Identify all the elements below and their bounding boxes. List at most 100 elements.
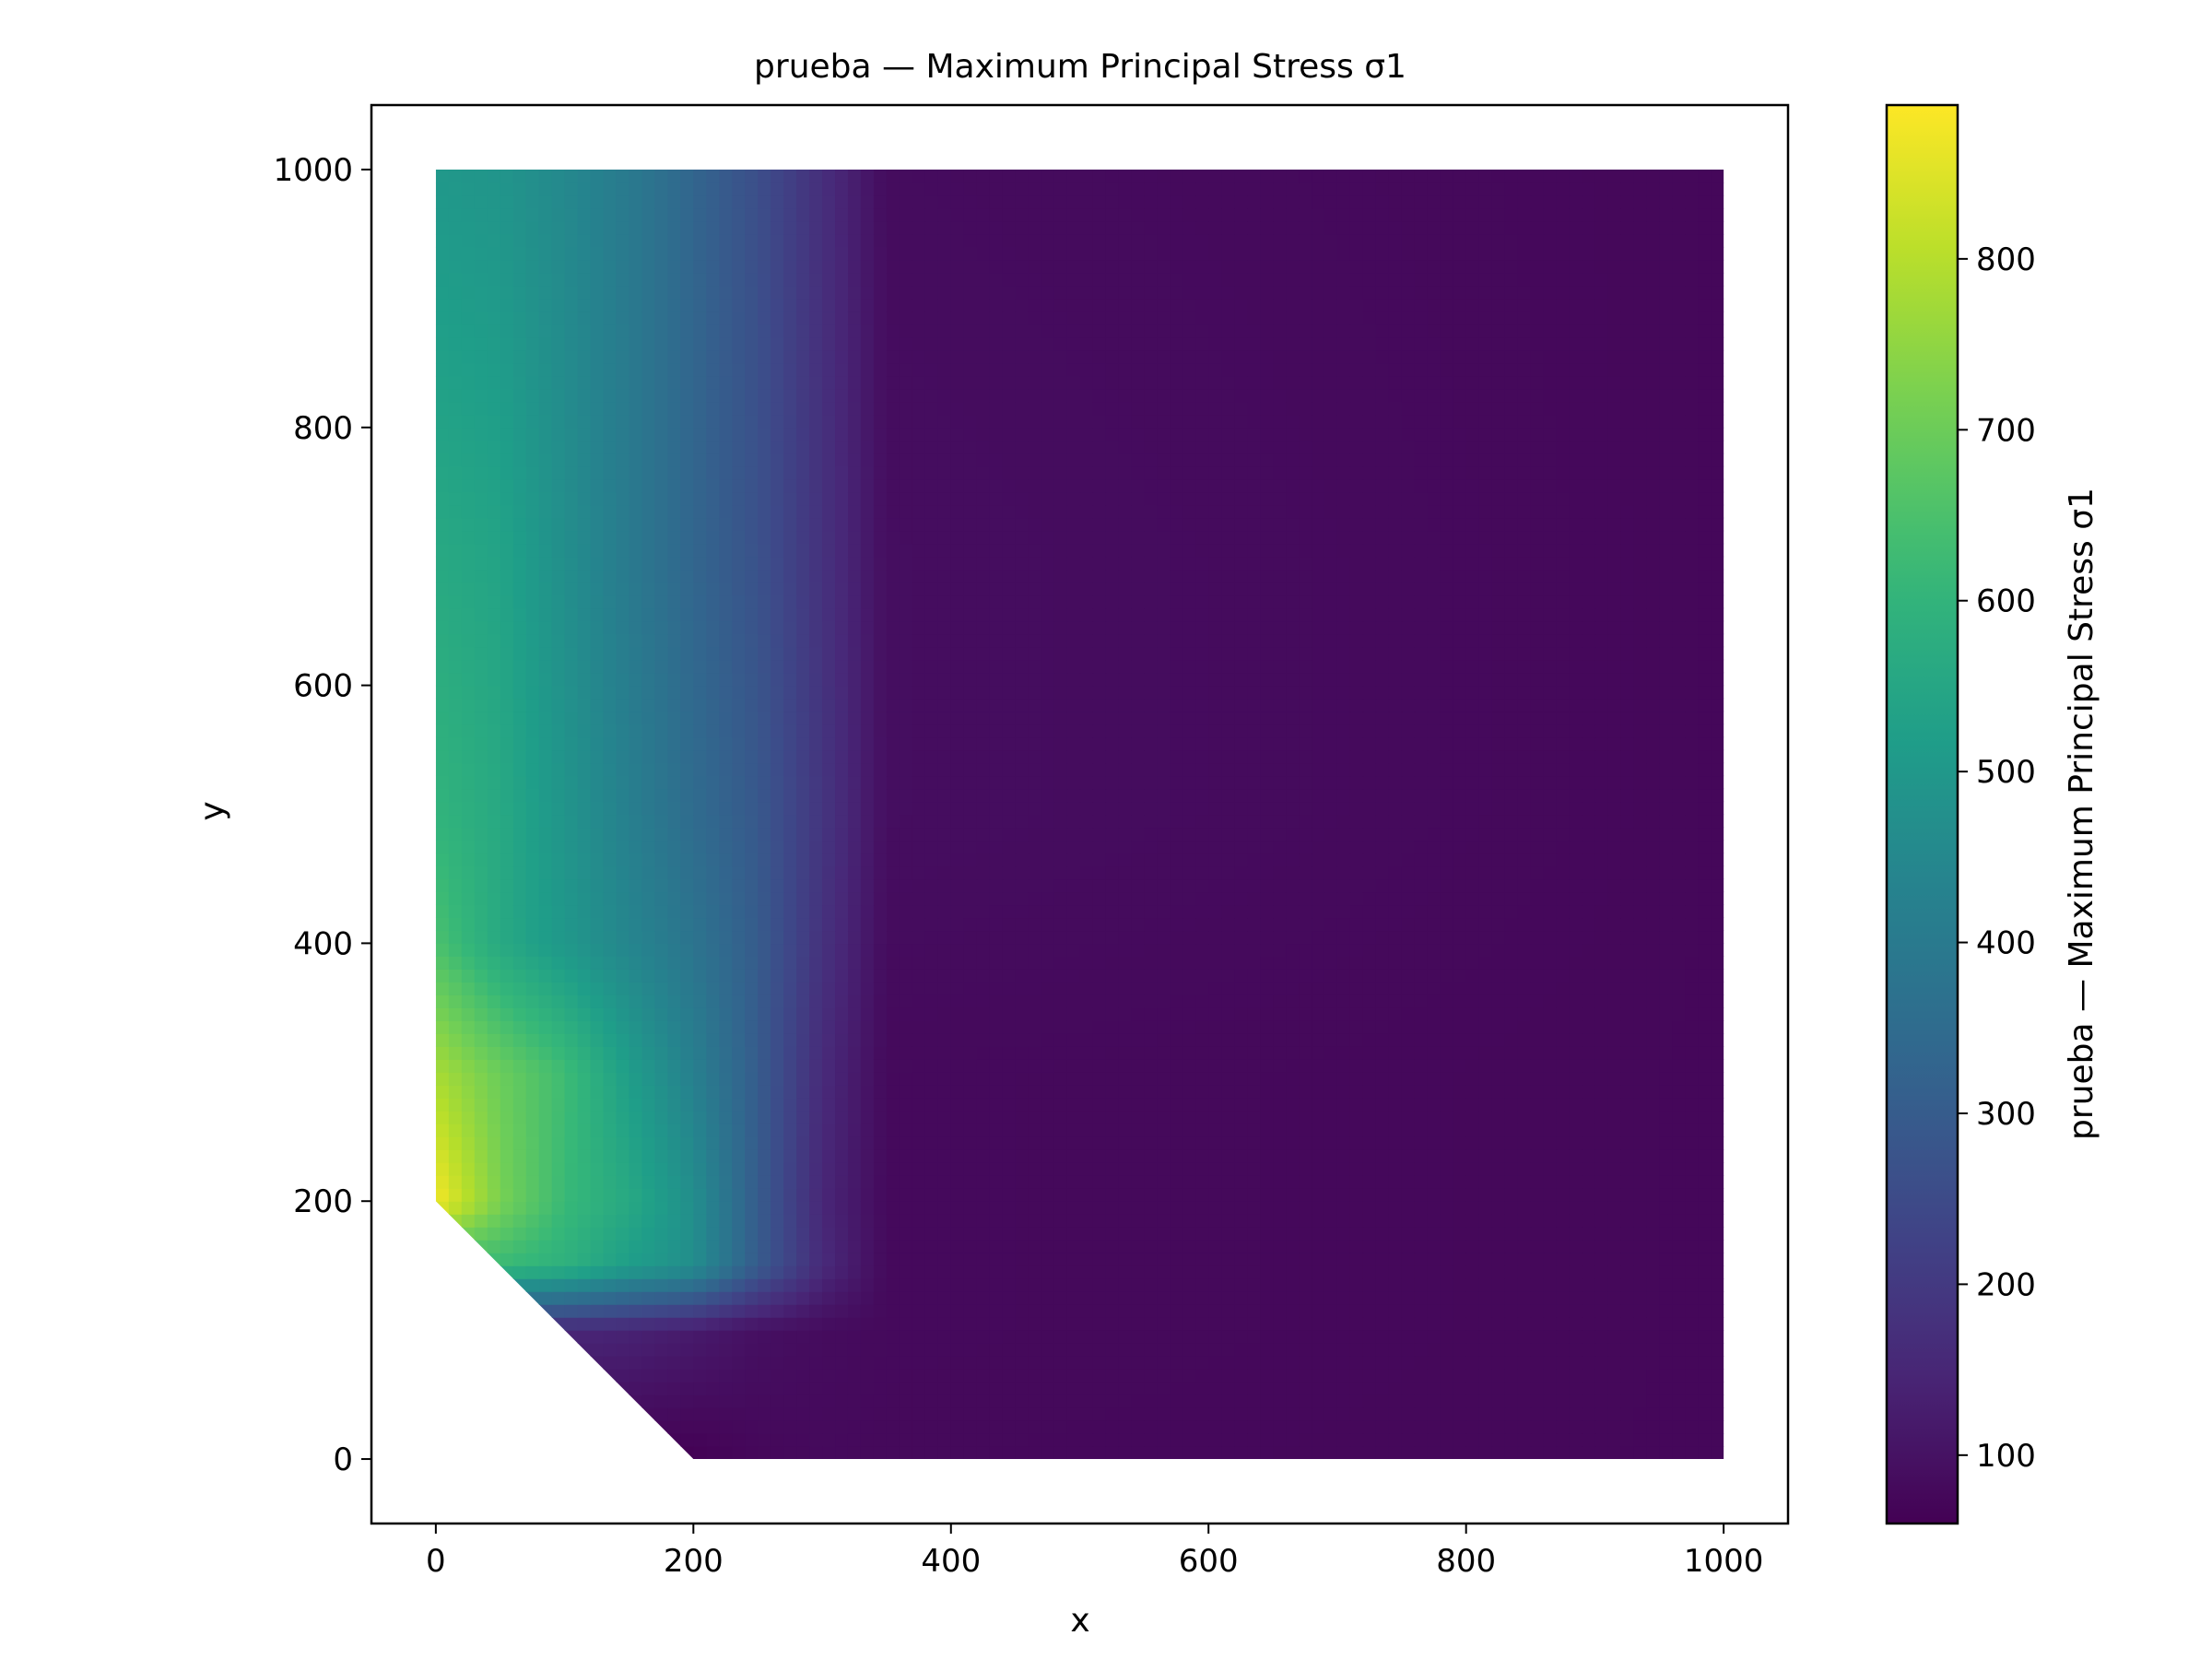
field-cell [745, 853, 759, 867]
field-cell [1041, 827, 1055, 841]
field-cell [1247, 969, 1261, 982]
field-cell [577, 1278, 592, 1292]
field-cell [719, 1188, 733, 1202]
field-cell [1594, 878, 1608, 893]
field-cell [1053, 1446, 1068, 1460]
field-cell [1234, 840, 1248, 854]
field-cell [1659, 1149, 1673, 1163]
field-cell [1672, 1304, 1686, 1318]
field-cell [1170, 1240, 1183, 1253]
field-cell [860, 891, 875, 906]
field-cell [1015, 840, 1030, 854]
field-cell [1144, 1356, 1158, 1370]
field-cell [1336, 1188, 1351, 1202]
field-cell [758, 904, 771, 919]
field-cell [1105, 1291, 1120, 1305]
field-cell [1594, 1394, 1608, 1408]
field-cell [1015, 1111, 1030, 1124]
field-cell [912, 1124, 926, 1137]
field-cell [937, 853, 952, 867]
field-cell [1594, 1175, 1608, 1189]
field-cell [1646, 1278, 1660, 1292]
field-cell [1041, 1085, 1055, 1099]
field-cell [1427, 1278, 1441, 1292]
field-cell [629, 1033, 643, 1047]
field-cell [1607, 1136, 1621, 1150]
field-cell [1118, 1033, 1132, 1047]
field-cell [976, 1433, 991, 1447]
field-cell [1234, 1111, 1248, 1124]
field-cell [1362, 1227, 1377, 1241]
field-cell [1504, 1162, 1519, 1176]
field-cell [822, 994, 836, 1008]
field-cell [1336, 1149, 1351, 1163]
field-cell [886, 994, 900, 1008]
field-cell [448, 904, 463, 919]
field-cell [1672, 1382, 1686, 1395]
field-cell [886, 1072, 900, 1086]
field-cell [1711, 840, 1724, 854]
field-cell [1465, 878, 1480, 893]
field-cell [667, 994, 681, 1008]
field-cell [860, 1356, 875, 1370]
field-cell [1427, 1369, 1441, 1382]
field-cell [448, 1188, 463, 1202]
field-cell [719, 1085, 733, 1099]
field-cell [937, 1330, 952, 1344]
field-cell [1414, 1240, 1429, 1253]
field-cell [976, 1304, 991, 1318]
field-cell [1646, 1394, 1660, 1408]
field-cell [1299, 956, 1312, 970]
field-cell [976, 1446, 991, 1460]
field-cell [590, 1162, 605, 1176]
field-cell [1582, 1227, 1596, 1241]
field-cell [809, 878, 823, 893]
field-cell [1260, 1020, 1274, 1034]
field-cell [950, 943, 965, 957]
field-cell [1362, 1291, 1377, 1305]
field-cell [1607, 1330, 1621, 1344]
field-cell [1182, 1175, 1196, 1189]
field-cell [1401, 878, 1416, 893]
field-cell [1569, 1240, 1583, 1253]
field-cell [706, 1343, 720, 1357]
field-cell [758, 1343, 771, 1357]
field-cell [809, 1085, 823, 1099]
field-cell [512, 891, 527, 906]
field-cell [1273, 1356, 1287, 1370]
field-cell [1685, 891, 1699, 906]
field-cell [1349, 1162, 1364, 1176]
field-cell [732, 1059, 746, 1073]
field-cell [1569, 853, 1583, 867]
field-cell [771, 1072, 784, 1086]
field-cell [1453, 1343, 1467, 1357]
field-cell [1698, 1136, 1712, 1150]
field-cell [976, 891, 991, 906]
field-cell [783, 1033, 797, 1047]
field-cell [1543, 1175, 1558, 1189]
field-cell [924, 1072, 939, 1086]
field-cell [1401, 814, 1416, 829]
field-cell [745, 1085, 759, 1099]
field-cell [1066, 1394, 1081, 1408]
field-cell [976, 930, 991, 945]
field-cell [474, 943, 488, 957]
field-cell [1388, 1175, 1403, 1189]
field-cell [1028, 1265, 1042, 1279]
field-cell [1375, 1149, 1390, 1163]
field-cell [654, 969, 668, 982]
field-cell [629, 1072, 643, 1086]
field-cell [1620, 1162, 1634, 1176]
field-cell [1711, 1407, 1724, 1421]
field-cell [1375, 1278, 1390, 1292]
field-cell [1312, 1162, 1325, 1176]
field-cell [873, 930, 888, 945]
field-cell [1028, 878, 1042, 893]
field-cell [1157, 994, 1171, 1008]
field-cell [512, 878, 527, 893]
field-cell [577, 1175, 592, 1189]
field-cell [1041, 891, 1055, 906]
field-cell [1002, 1059, 1017, 1073]
field-cell [1685, 1369, 1699, 1382]
field-cell [1273, 1253, 1287, 1266]
